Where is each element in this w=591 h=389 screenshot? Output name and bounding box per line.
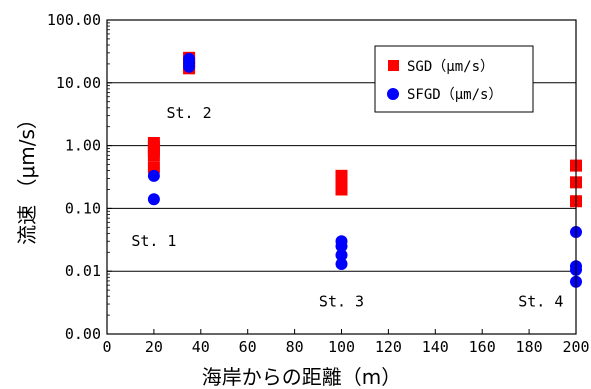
sfgd-point [335,249,348,262]
legend-sgd-marker [388,60,399,71]
annotations: St. 2 St. 1 St. 3 St. 4 [131,104,563,310]
x-tick-label: 200 [562,338,589,356]
legend-sfgd-marker [387,88,399,100]
y-axis-title: 流速 （μm/s） [15,109,39,245]
y-tick-label: 0.10 [65,199,101,217]
y-tick-label: 0.00 [65,325,101,343]
sgd-point [335,183,348,196]
x-tick-label: 160 [469,338,496,356]
sfgd-point [335,240,348,253]
sfgd-point [335,258,348,271]
legend-box [374,45,534,113]
legend-sfgd-label: SFGD（μm/s） [407,87,502,103]
legend: SGD（μm/s） SFGD（μm/s） [374,45,534,113]
y-tick-label: 10.00 [56,74,101,92]
x-tick-label: 120 [375,338,402,356]
y-tick-label: 0.01 [65,262,101,280]
sfgd-point [147,169,160,182]
sfgd-point [183,60,196,73]
x-tick-label: 40 [192,338,210,356]
station-label: St. 4 [518,292,563,310]
x-tick-label: 60 [239,338,257,356]
x-tick-label: 20 [145,338,163,356]
sfgd-point [147,193,160,206]
x-tick-label: 180 [516,338,543,356]
x-tick-label: 140 [422,338,449,356]
x-tick-label: 100 [328,338,355,356]
station-label: St. 1 [131,232,176,250]
station-label: St. 3 [319,292,364,310]
x-tick-label: 80 [286,338,304,356]
y-tick-label: 1.00 [65,137,101,155]
y-tick-label: 100.00 [47,11,101,29]
axis-ticks: 100.00 10.00 1.00 0.10 0.01 0.000 20 40 60 80 100 1… [47,11,590,356]
x-tick-label: 0 [102,338,111,356]
sgd-point [147,161,160,174]
station-label: St. 2 [166,104,211,122]
legend-sgd-label: SGD（μm/s） [407,59,494,75]
sgd-point [147,149,160,162]
x-axis-title: 海岸からの距離（m） [202,365,401,389]
